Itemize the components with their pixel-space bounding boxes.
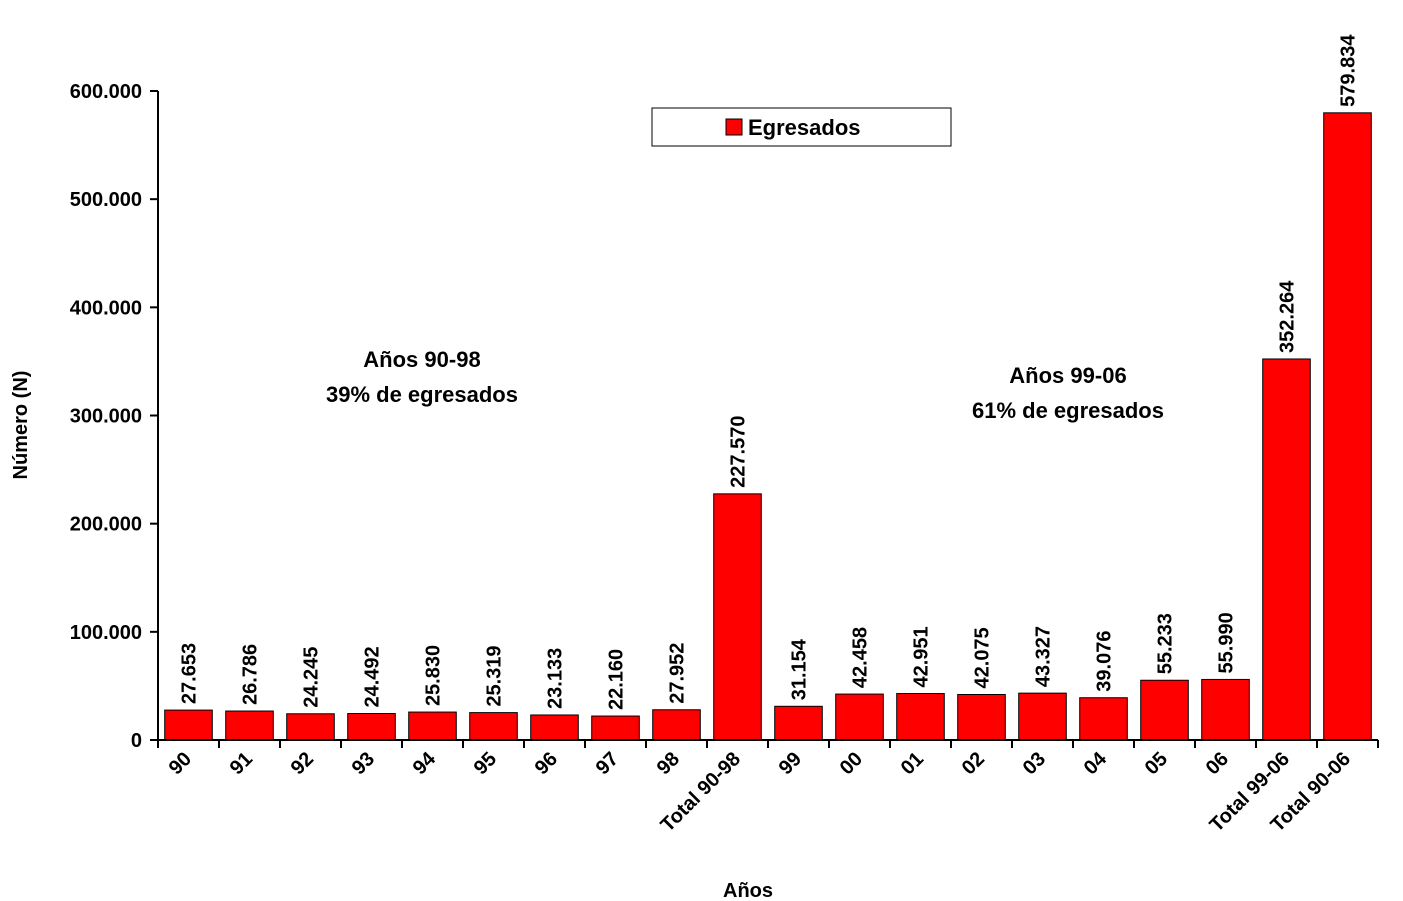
x-tick-label: 98 [653, 748, 684, 779]
bar-value-label: 42.951 [911, 626, 933, 687]
x-tick-label: 93 [348, 748, 379, 779]
bar [1262, 358, 1311, 741]
x-tick-label: 95 [470, 748, 501, 779]
bars [164, 112, 1372, 741]
bar [1323, 112, 1372, 741]
legend-label: Egresados [748, 115, 861, 140]
annotation-99-06-line2: 61% de egresados [972, 398, 1164, 423]
bar [1079, 697, 1128, 741]
bar [347, 713, 396, 741]
y-tick-label: 400.000 [70, 297, 142, 319]
value-labels: 27.653 26.786 24.245 24.492 25.830 25.319 23.1… [179, 34, 1360, 710]
legend-swatch [725, 118, 743, 136]
annotation-90-98-line1: Años 90-98 [363, 347, 480, 372]
x-tick-label: 03 [1019, 748, 1050, 779]
bar [286, 713, 335, 741]
bar-value-label: 31.154 [789, 638, 811, 700]
bar [1201, 678, 1250, 741]
bar-value-label: 579.834 [1338, 34, 1360, 107]
bar-value-label: 227.570 [728, 416, 750, 488]
bar-value-label: 42.458 [850, 627, 872, 688]
bar-value-label: 42.075 [972, 627, 994, 688]
y-tick-label: 300.000 [70, 406, 142, 428]
x-tick-label: 90 [165, 748, 196, 779]
bar [652, 709, 701, 741]
x-axis-title: Años [723, 880, 773, 901]
y-tick-label: 200.000 [70, 514, 142, 536]
bar-value-label: 55.233 [1155, 613, 1177, 674]
bar [408, 711, 457, 741]
bar [225, 710, 274, 741]
bar-value-label: 43.327 [1033, 626, 1055, 687]
y-tick-label: 100.000 [70, 622, 142, 644]
annotation-90-98: Años 90-98 39% de egresados [326, 347, 518, 407]
legend: Egresados [651, 107, 952, 147]
annotation-99-06-line1: Años 99-06 [1009, 363, 1126, 388]
bar [774, 705, 823, 741]
y-tick-label: 600.000 [70, 81, 142, 103]
x-tick-label: 02 [958, 748, 989, 779]
bar [1018, 692, 1067, 741]
x-tick-label: 94 [409, 747, 441, 779]
x-tick-label: 99 [775, 748, 806, 779]
y-axis-ticks: 0 100.000 200.000 300.000 400.000 500.000 600.… [70, 81, 158, 752]
bar-value-label: 27.653 [179, 643, 201, 704]
x-tick-label: 00 [836, 748, 867, 779]
bar [957, 693, 1006, 741]
bar [164, 709, 213, 741]
bar-value-label: 22.160 [606, 649, 628, 710]
x-tick-label: 04 [1080, 747, 1112, 779]
x-tick-label: 91 [226, 748, 257, 779]
bar-value-label: 25.319 [484, 645, 506, 706]
legend-box [651, 107, 952, 147]
x-tick-label: 92 [287, 748, 318, 779]
bar [591, 715, 640, 741]
y-tick-label: 500.000 [70, 189, 142, 211]
x-tick-label: 01 [897, 748, 928, 779]
y-tick-label: 0 [131, 730, 142, 752]
x-tick-label: 05 [1141, 748, 1172, 779]
bar-value-label: 24.492 [362, 646, 384, 707]
bar [469, 712, 518, 741]
x-tick-label: 96 [531, 748, 562, 779]
bar-value-label: 23.133 [545, 648, 567, 709]
bar [1140, 679, 1189, 741]
x-tick-label: 97 [592, 748, 623, 779]
annotation-99-06: Años 99-06 61% de egresados [972, 363, 1164, 423]
bar-value-label: 352.264 [1277, 280, 1299, 353]
bar [896, 693, 945, 741]
bar-value-label: 26.786 [240, 644, 262, 705]
bar-value-label: 24.245 [301, 647, 323, 708]
bar [530, 714, 579, 741]
bar-value-label: 27.952 [667, 643, 689, 704]
bar-value-label: 55.990 [1216, 612, 1238, 673]
y-axis-title: Número (N) [10, 371, 32, 480]
annotation-90-98-line2: 39% de egresados [326, 382, 518, 407]
bar-value-label: 25.830 [423, 645, 445, 706]
x-tick-label: 06 [1202, 748, 1233, 779]
bar [835, 693, 884, 741]
bar-value-label: 39.076 [1094, 631, 1116, 692]
bar [713, 493, 762, 741]
